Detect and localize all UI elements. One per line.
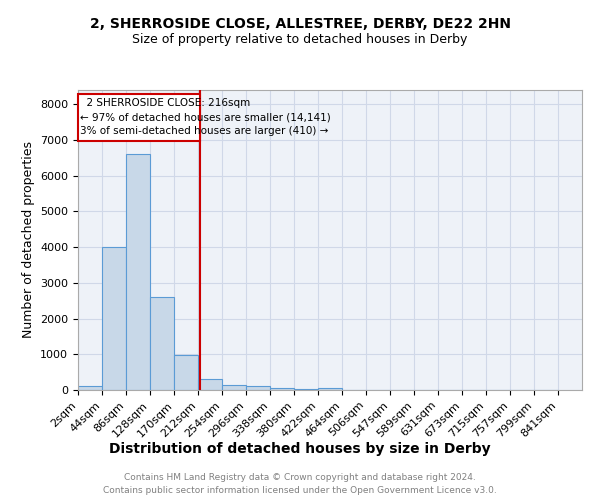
Bar xyxy=(318,388,342,390)
Bar xyxy=(222,386,246,390)
Text: Contains public sector information licensed under the Open Government Licence v3: Contains public sector information licen… xyxy=(103,486,497,495)
Bar xyxy=(294,388,318,390)
Bar xyxy=(174,356,198,390)
Text: 2, SHERROSIDE CLOSE, ALLESTREE, DERBY, DE22 2HN: 2, SHERROSIDE CLOSE, ALLESTREE, DERBY, D… xyxy=(89,18,511,32)
Text: Contains HM Land Registry data © Crown copyright and database right 2024.: Contains HM Land Registry data © Crown c… xyxy=(124,472,476,482)
Bar xyxy=(126,154,150,390)
Text: Distribution of detached houses by size in Derby: Distribution of detached houses by size … xyxy=(109,442,491,456)
Text: Size of property relative to detached houses in Derby: Size of property relative to detached ho… xyxy=(133,32,467,46)
Bar xyxy=(270,388,294,390)
Y-axis label: Number of detached properties: Number of detached properties xyxy=(22,142,35,338)
Bar xyxy=(78,386,102,390)
Bar xyxy=(102,247,126,390)
Text: 2 SHERROSIDE CLOSE: 216sqm
← 97% of detached houses are smaller (14,141)
3% of s: 2 SHERROSIDE CLOSE: 216sqm ← 97% of deta… xyxy=(80,98,331,136)
Bar xyxy=(78,94,200,140)
Bar xyxy=(246,386,270,390)
Bar xyxy=(150,297,174,390)
Bar xyxy=(198,378,222,390)
